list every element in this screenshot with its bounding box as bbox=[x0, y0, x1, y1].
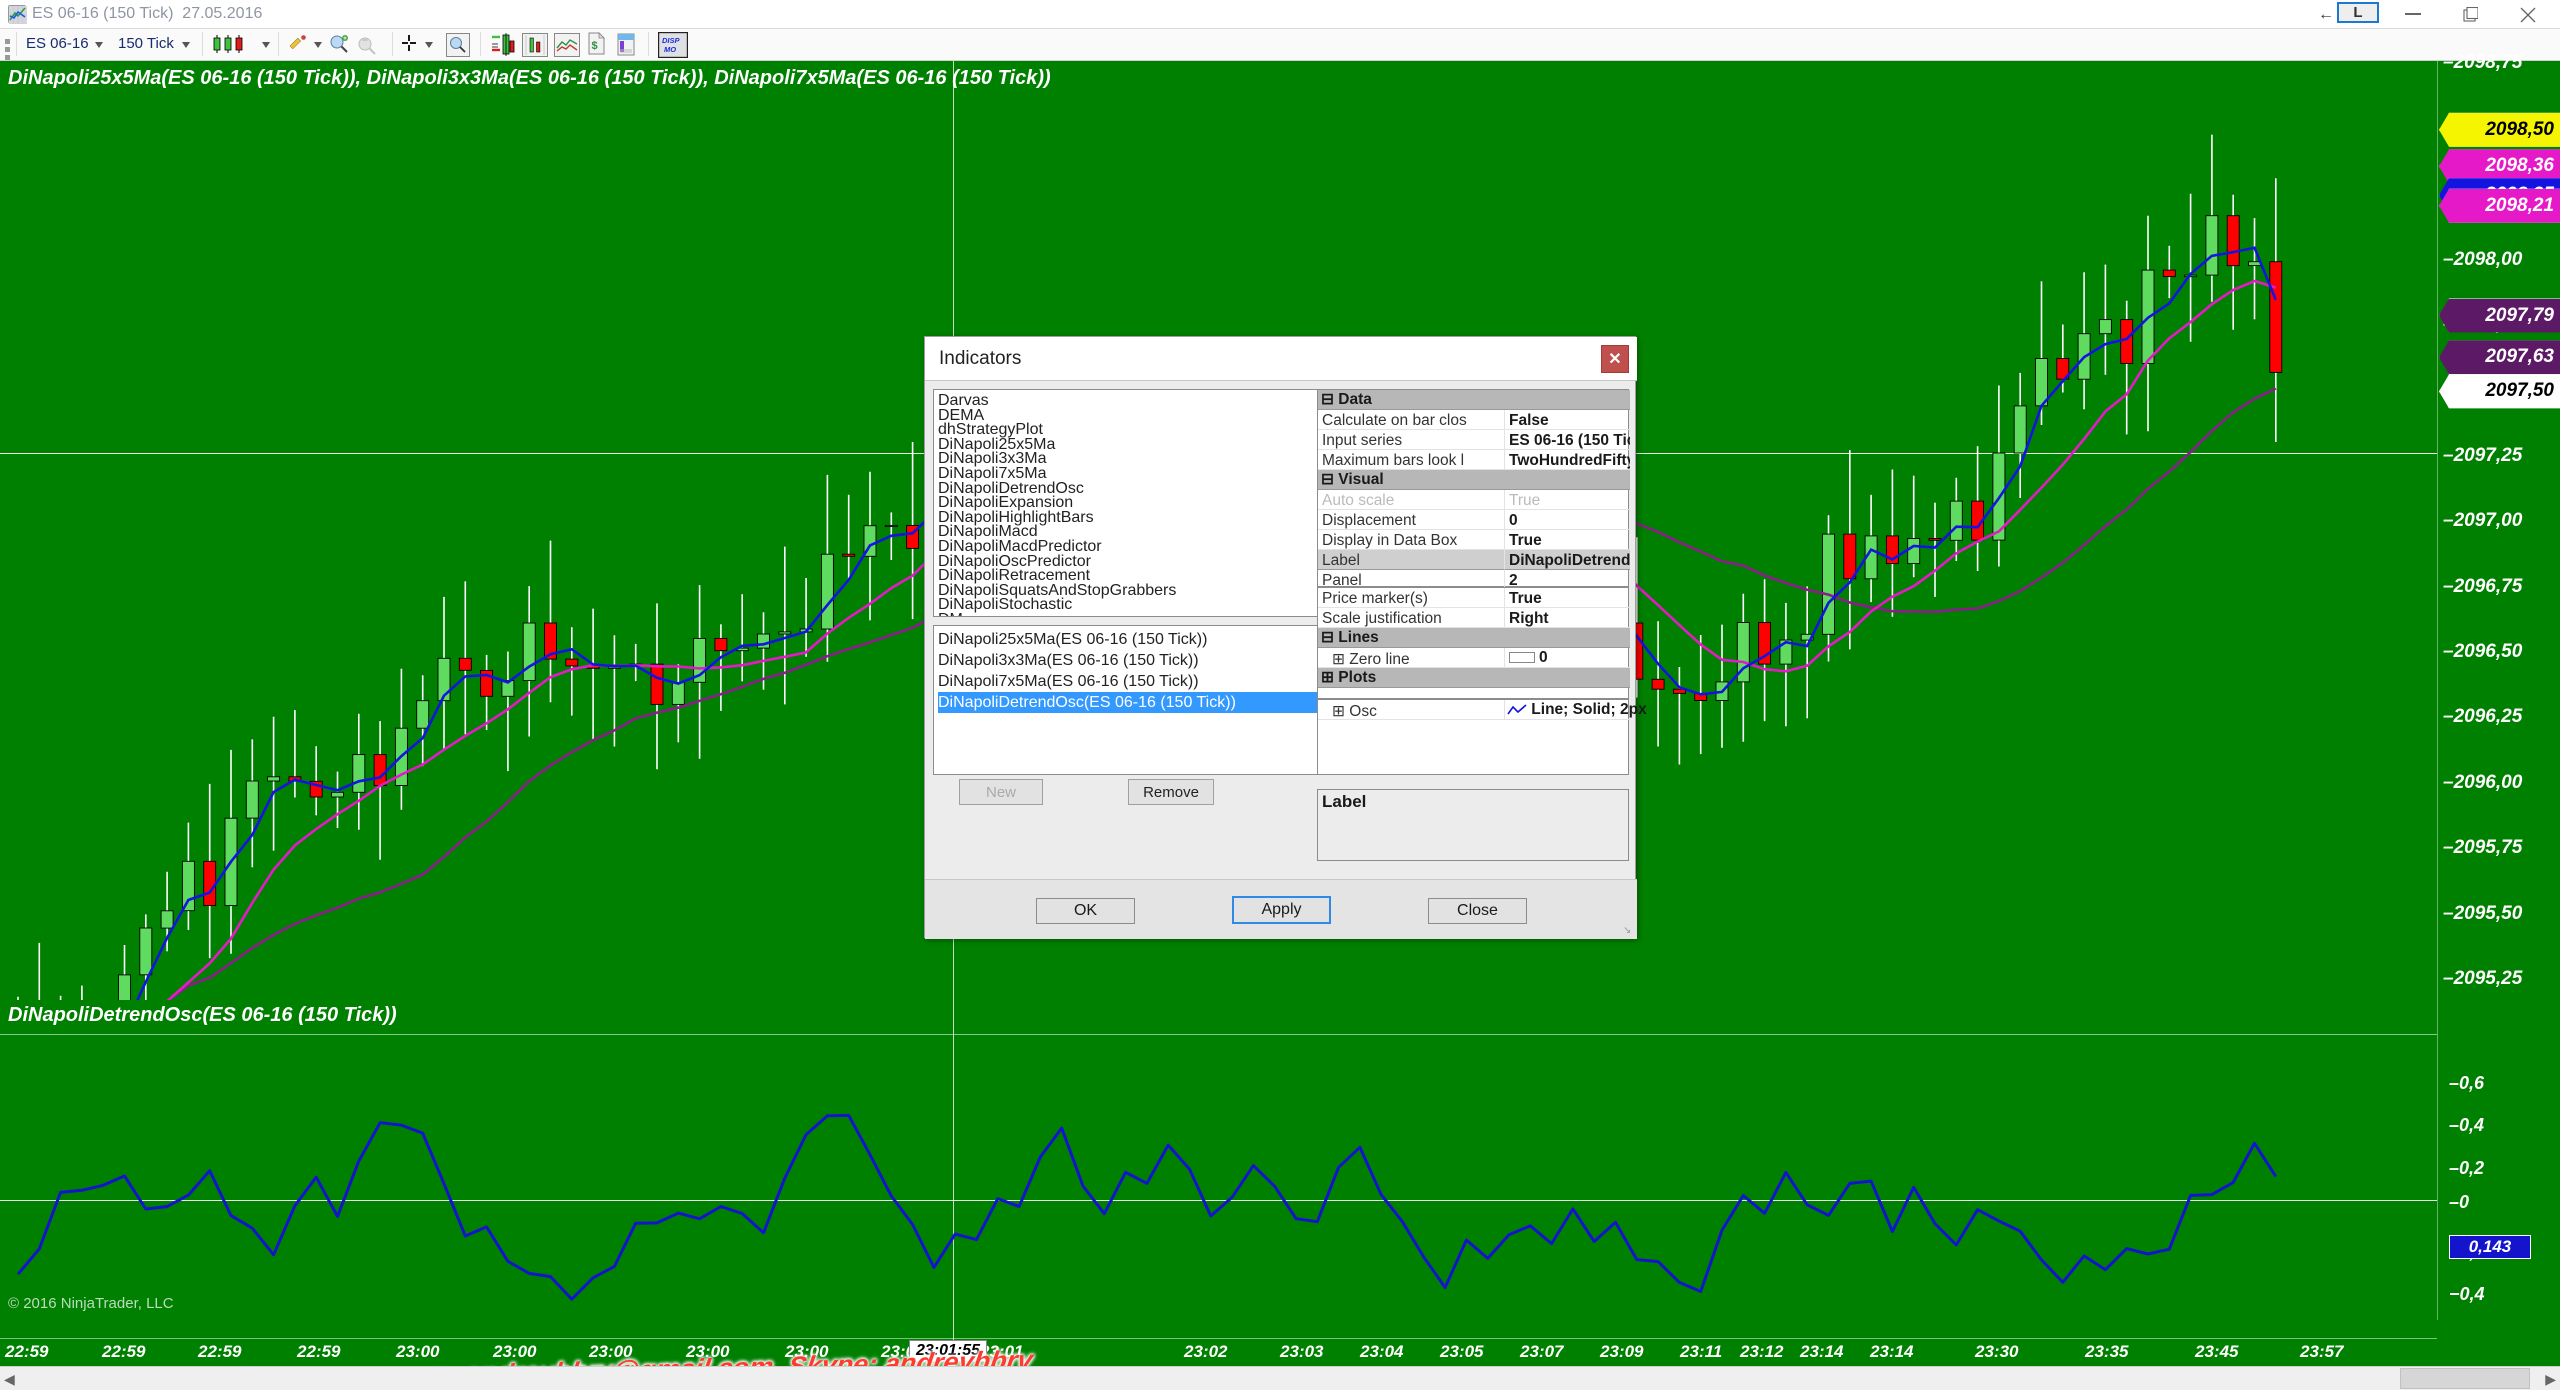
svg-text:MO: MO bbox=[664, 45, 676, 54]
svg-text:DISP: DISP bbox=[662, 36, 681, 45]
svg-text:$: $ bbox=[592, 40, 598, 52]
